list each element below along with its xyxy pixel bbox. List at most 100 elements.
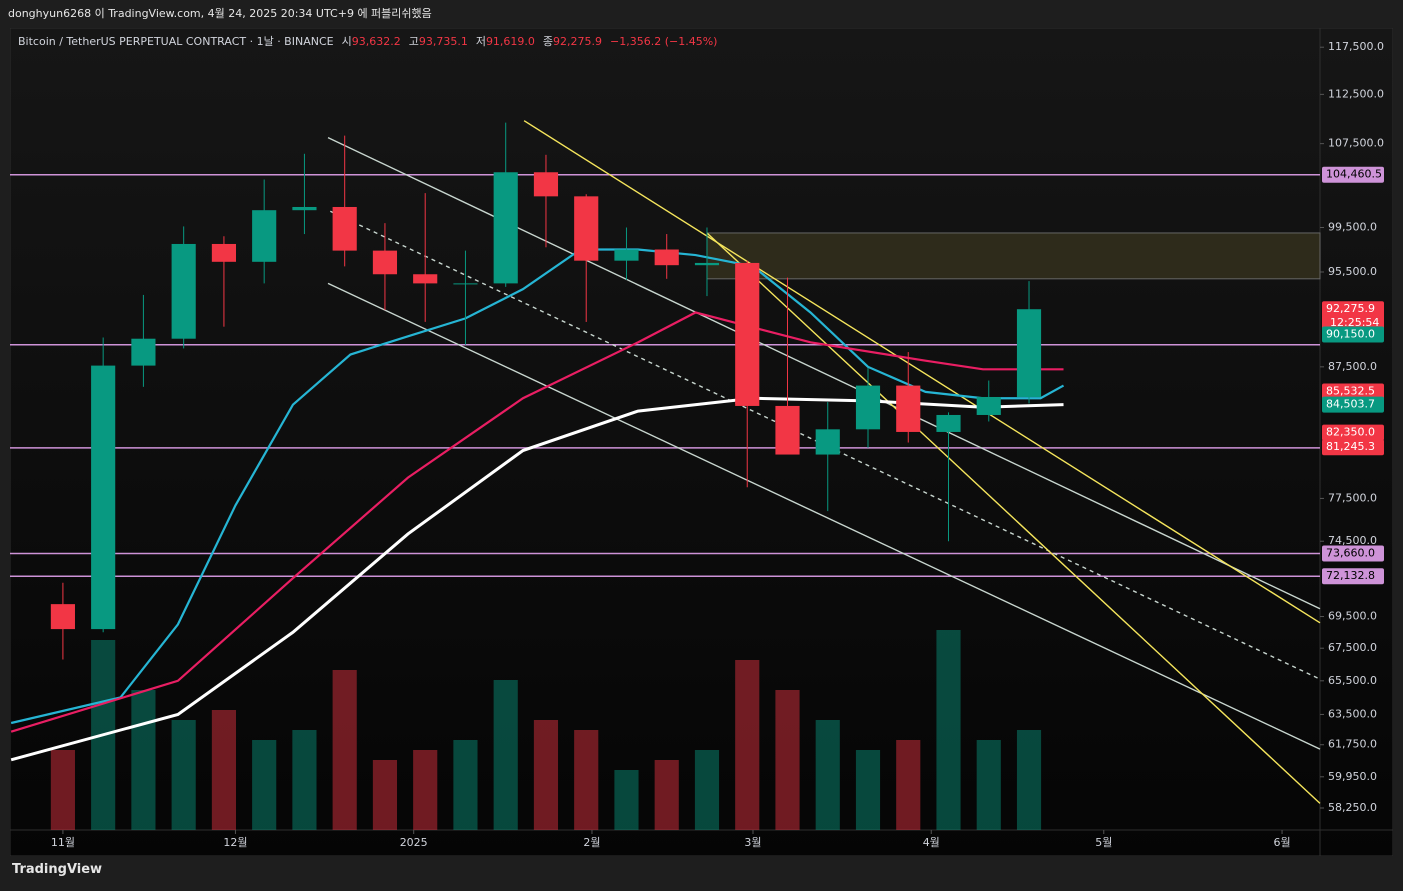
x-tick-label: 2월 <box>583 836 600 849</box>
volume-bar <box>855 750 881 830</box>
volume-bar <box>50 750 75 830</box>
price-label: 104,460.5 <box>1326 168 1382 181</box>
legend-item: 92,275.9 <box>553 35 602 48</box>
volume-bar <box>131 690 156 830</box>
legend-item: 93,632.2 <box>352 35 401 48</box>
candle-body <box>855 385 881 430</box>
trend-line <box>523 120 1321 624</box>
volume-bar <box>332 670 357 830</box>
candle-body <box>533 172 559 197</box>
brand: TradingView <box>12 862 102 877</box>
volume-bar <box>1016 730 1042 830</box>
candle-body <box>936 414 961 432</box>
candle-body <box>372 250 398 275</box>
y-tick-label: 99,500.0 <box>1328 220 1377 233</box>
x-tick-label: 4월 <box>923 836 940 849</box>
volume-bar <box>976 740 1001 830</box>
volume-bar <box>413 750 438 830</box>
trend-line <box>327 282 1321 750</box>
candle-body <box>815 429 840 455</box>
legend-item: 저 <box>476 35 486 48</box>
price-label-box <box>1322 301 1384 332</box>
candle-body <box>976 396 1001 415</box>
volume-bar <box>694 750 720 830</box>
y-tick-label: 58,250.0 <box>1328 801 1377 814</box>
volume-bar <box>252 740 277 830</box>
candle-body <box>252 210 277 262</box>
price-label: 90,150.0 <box>1326 327 1375 340</box>
candle-body <box>896 385 921 432</box>
candle-body <box>694 262 720 266</box>
candle-body <box>1016 309 1042 397</box>
candle-body <box>91 365 116 630</box>
y-tick-label: 74,500.0 <box>1328 534 1377 547</box>
price-label: 73,660.0 <box>1326 547 1375 560</box>
y-tick-label: 61,750.0 <box>1328 738 1377 751</box>
y-tick-label: 63,500.0 <box>1328 707 1377 720</box>
brand-name: TradingView <box>12 862 103 877</box>
candle-body <box>50 604 75 630</box>
legend-item: 시 <box>342 35 352 48</box>
price-label: 92,275.9 <box>1326 302 1375 315</box>
candle-body <box>453 283 478 285</box>
volume-bar <box>735 660 760 830</box>
price-label: 82,350.0 <box>1326 426 1375 439</box>
y-tick-label: 112,500.0 <box>1328 87 1384 100</box>
y-tick-label: 95,500.0 <box>1328 265 1377 278</box>
candle-body <box>735 262 760 406</box>
publish-header: donghyun6268 이 TradingView.com, 4월 24, 2… <box>8 7 432 20</box>
volume-bar <box>654 760 679 830</box>
chart-background <box>10 28 1393 856</box>
volume-bar <box>211 710 237 830</box>
price-label-box <box>1322 439 1384 456</box>
volume-bar <box>896 740 921 830</box>
x-tick-label: 3월 <box>744 836 761 849</box>
y-tick-label: 67,500.0 <box>1328 641 1377 654</box>
candle-body <box>292 206 317 211</box>
price-label-box <box>1322 166 1384 183</box>
price-label-box <box>1322 424 1384 441</box>
volume-bar <box>936 630 961 830</box>
trend-line <box>327 136 1321 610</box>
price-label-box <box>1322 383 1384 400</box>
y-tick-label: 65,500.0 <box>1328 674 1377 687</box>
price-label: 85,532.5 <box>1326 384 1375 397</box>
candle-body <box>332 206 357 251</box>
x-tick-label: 5월 <box>1095 836 1112 849</box>
legend-item: 종 <box>543 35 553 48</box>
price-label-box <box>1322 326 1384 343</box>
y-tick-label: 107,500.0 <box>1328 137 1384 150</box>
legend-item: 93,735.1 <box>419 35 468 48</box>
price-label-box <box>1322 568 1384 585</box>
volume-bar <box>372 760 398 830</box>
y-tick-label: 117,500.0 <box>1328 40 1384 53</box>
x-tick-label: 6월 <box>1273 836 1290 849</box>
moving-average <box>10 396 1064 762</box>
y-tick-label: 77,500.0 <box>1328 491 1377 504</box>
legend-item: Bitcoin / TetherUS PERPETUAL CONTRACT · … <box>18 35 334 48</box>
y-tick-label: 59,950.0 <box>1328 770 1377 783</box>
candle-body <box>131 338 156 366</box>
candle-body <box>574 196 599 261</box>
volume-bar <box>815 720 840 830</box>
zone <box>706 232 1321 280</box>
trend-line <box>706 232 1321 804</box>
legend-item: −1,356.2 (−1.45%) <box>610 35 717 48</box>
price-countdown: 12:25:54 <box>1330 316 1379 329</box>
candle-body <box>211 243 237 262</box>
volume-bar <box>533 720 559 830</box>
candle-body <box>413 274 438 284</box>
candle-body <box>654 249 679 266</box>
x-tick-label: 12월 <box>223 836 247 849</box>
volume-bar <box>574 730 599 830</box>
y-tick-label: 69,500.0 <box>1328 610 1377 623</box>
candle-body <box>493 172 518 284</box>
price-label: 81,245.3 <box>1326 440 1375 453</box>
candle-body <box>775 405 800 455</box>
price-label-box <box>1322 545 1384 562</box>
price-label: 84,503.7 <box>1326 398 1375 411</box>
candle-body <box>171 243 196 339</box>
x-tick-label: 2025 <box>400 836 428 849</box>
volume-bar <box>292 730 317 830</box>
